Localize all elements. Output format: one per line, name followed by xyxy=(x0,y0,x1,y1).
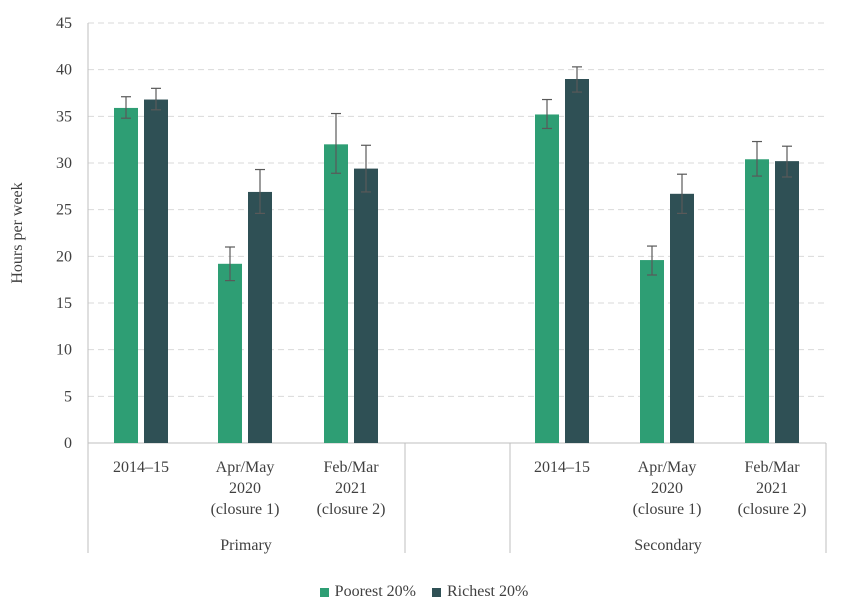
y-axis-label: Hours per week xyxy=(9,182,26,283)
y-tick-label: 45 xyxy=(56,15,72,32)
axes xyxy=(87,23,827,553)
y-tick-label: 35 xyxy=(56,108,72,125)
legend-label-poorest: Poorest 20% xyxy=(334,583,416,600)
category-label: Apr/May xyxy=(638,459,697,476)
legend-label-richest: Richest 20% xyxy=(447,583,529,600)
legend-swatch-richest xyxy=(432,587,441,597)
category-label: (closure 2) xyxy=(738,501,807,518)
category-label: Feb/Mar xyxy=(744,459,800,476)
category-label: (closure 2) xyxy=(317,501,386,518)
bar-poorest xyxy=(114,107,138,443)
bar-richest xyxy=(144,99,168,444)
category-label: 2020 xyxy=(229,480,261,497)
category-label: 2014–15 xyxy=(534,459,590,476)
legend-item-poorest: Poorest 20% xyxy=(319,583,416,601)
bar-poorest xyxy=(218,263,242,443)
category-label: 2014–15 xyxy=(113,459,169,476)
y-tick-label: 15 xyxy=(56,295,72,312)
y-tick-label: 40 xyxy=(56,62,72,79)
category-label: Apr/May xyxy=(216,459,275,476)
bar-poorest xyxy=(745,159,769,443)
error-bars xyxy=(121,66,792,282)
bar-poorest xyxy=(535,114,559,443)
y-tick-label: 10 xyxy=(56,342,72,359)
category-label: 2021 xyxy=(335,480,367,497)
legend-item-richest: Richest 20% xyxy=(432,583,528,601)
bar-richest xyxy=(565,79,589,443)
group-label-primary: Primary xyxy=(220,537,272,554)
bar-poorest xyxy=(324,144,348,444)
y-tick-label: 20 xyxy=(56,248,72,265)
bars xyxy=(114,79,799,444)
legend-swatch-poorest xyxy=(319,587,329,597)
bar-richest xyxy=(248,191,272,443)
bar-poorest xyxy=(640,260,664,443)
bar-richest xyxy=(354,168,378,443)
group-label-secondary: Secondary xyxy=(634,537,702,554)
y-tick-labels: 0 5 10 15 20 25 30 35 40 45 xyxy=(56,15,72,452)
category-labels: 2014–15 Apr/May 2020 (closure 1) Feb/Mar 2021… xyxy=(113,459,806,554)
y-tick-label: 0 xyxy=(64,435,72,452)
gridlines xyxy=(88,22,826,397)
y-tick-label: 25 xyxy=(56,202,72,219)
category-label: (closure 1) xyxy=(633,501,702,518)
category-label: 2020 xyxy=(651,480,683,497)
y-tick-label: 30 xyxy=(56,155,72,172)
category-label: Feb/Mar xyxy=(323,459,379,476)
category-label: 2021 xyxy=(756,480,788,497)
legend: Poorest 20% Richest 20% xyxy=(0,583,848,602)
bar-richest xyxy=(775,161,799,443)
category-label: (closure 1) xyxy=(211,501,280,518)
y-tick-label: 5 xyxy=(64,388,72,405)
bar-richest xyxy=(670,193,694,443)
